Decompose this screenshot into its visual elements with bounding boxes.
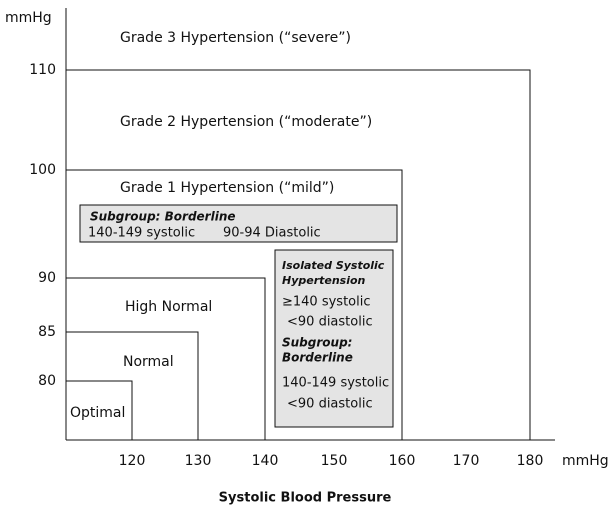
isolated-subline: 140-149 systolic bbox=[282, 376, 389, 391]
isolated-title: Hypertension bbox=[282, 274, 366, 287]
x-axis-title: Systolic Blood Pressure bbox=[219, 491, 392, 506]
normal-boundary bbox=[66, 331, 199, 440]
y-tick-label: 110 bbox=[29, 62, 56, 78]
isolated-subtitle: Borderline bbox=[282, 351, 353, 365]
y-tick-label: 100 bbox=[29, 162, 56, 178]
regions bbox=[66, 69, 531, 440]
x-tick-label: 150 bbox=[321, 453, 348, 469]
y-tick-label: 85 bbox=[38, 324, 56, 340]
y-tick-label: 90 bbox=[38, 270, 56, 286]
grade2-boundary bbox=[66, 69, 531, 440]
isolated-box bbox=[274, 249, 394, 428]
isolated-subline: <90 diastolic bbox=[287, 397, 373, 412]
region-label: Grade 3 Hypertension (“severe”) bbox=[120, 30, 351, 46]
isolated-subtitle: Subgroup: bbox=[282, 336, 352, 350]
subgroup-systolic: 140-149 systolic bbox=[88, 226, 195, 241]
isolated-line: ≥140 systolic bbox=[282, 295, 371, 310]
grade1-boundary bbox=[66, 169, 403, 440]
region-label: High Normal bbox=[125, 299, 212, 315]
region-label: Normal bbox=[123, 354, 174, 370]
x-tick-label: 160 bbox=[389, 453, 416, 469]
high-normal-boundary bbox=[66, 277, 266, 440]
x-unit: mmHg bbox=[562, 453, 609, 469]
isolated-title: Isolated Systolic bbox=[282, 259, 385, 272]
isolated-line: <90 diastolic bbox=[287, 315, 373, 330]
subgroup-box bbox=[79, 204, 398, 243]
x-tick-label: 140 bbox=[252, 453, 279, 469]
x-tick-label: 120 bbox=[119, 453, 146, 469]
y-tick-label: 80 bbox=[38, 373, 56, 389]
subgroup-diastolic: 90-94 Diastolic bbox=[223, 226, 321, 241]
region-label: Grade 1 Hypertension (“mild”) bbox=[120, 180, 334, 196]
region-label: Optimal bbox=[70, 405, 125, 421]
x-tick-label: 170 bbox=[453, 453, 480, 469]
y-unit: mmHg bbox=[5, 10, 52, 26]
optimal-boundary bbox=[66, 380, 133, 440]
x-tick-label: 130 bbox=[185, 453, 212, 469]
subgroup-title: Subgroup: Borderline bbox=[90, 210, 236, 224]
region-label: Grade 2 Hypertension (“moderate”) bbox=[120, 114, 372, 130]
x-tick-label: 180 bbox=[517, 453, 544, 469]
